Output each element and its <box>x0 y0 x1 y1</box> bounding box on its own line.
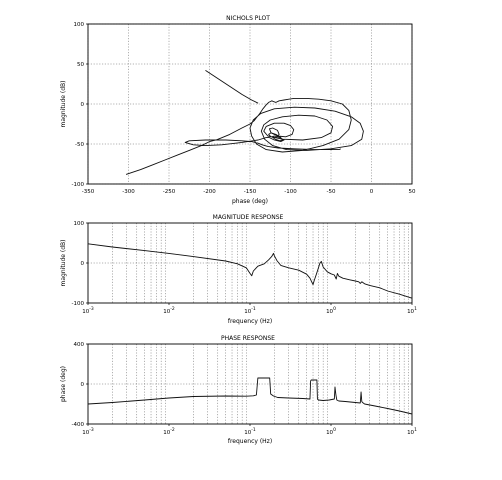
nichols-y-tick-label: -100 <box>72 182 85 188</box>
magnitude-x-tick-exponent: -1 <box>251 306 256 312</box>
phase-data <box>87 377 413 415</box>
nichols-y-tick-label: 0 <box>81 102 85 108</box>
phase-y-tick-label: -400 <box>72 422 85 428</box>
nichols-x-tick-label: -250 <box>163 189 176 195</box>
phase-series-line-0 <box>87 377 413 415</box>
nichols-data <box>125 70 364 175</box>
magnitude-y-axis-label: magnitude (dB) <box>60 240 67 287</box>
magnitude-series-line-0 <box>87 243 413 299</box>
nichols-series-line-0 <box>125 97 364 175</box>
magnitude-y-tick-label: -100 <box>72 301 85 307</box>
phase-grid <box>88 344 412 424</box>
magnitude-response-title: MAGNITUDE RESPONSE <box>213 214 284 221</box>
phase-y-tick-label: 400 <box>74 342 85 348</box>
nichols-plot-panel: NICHOLS PLOT -350 -300 -250 -200 -150 -100 -50… <box>60 15 416 205</box>
nichols-series-line-1 <box>205 70 259 104</box>
magnitude-x-tick-label: 101 <box>407 306 417 315</box>
phase-x-tick-label: 10-1 <box>244 427 256 436</box>
phase-x-axis-label: frequency (Hz) <box>228 438 272 445</box>
phase-x-tick-exponent: -1 <box>251 427 256 433</box>
nichols-x-tick-label: -100 <box>284 189 297 195</box>
magnitude-x-axis-label: frequency (Hz) <box>228 318 272 325</box>
magnitude-response-panel: MAGNITUDE RESPONSE 10-3 10-2 10-1 100 101-10… <box>60 214 417 325</box>
magnitude-x-tick-label: 10-2 <box>163 306 175 315</box>
nichols-x-tick-label: -200 <box>203 189 216 195</box>
phase-x-tick-exponent: 1 <box>414 427 417 433</box>
nichols-y-axis-label: magnitude (dB) <box>60 81 67 128</box>
magnitude-x-tick-label: 10-3 <box>82 306 94 315</box>
phase-x-tick-label: 101 <box>407 427 417 436</box>
nichols-plot-title: NICHOLS PLOT <box>226 15 270 22</box>
magnitude-y-tick-label: 100 <box>74 221 85 227</box>
magnitude-x-tick-exponent: -2 <box>170 306 175 312</box>
nichols-x-tick-label: -50 <box>327 189 336 195</box>
magnitude-x-tick-exponent: 1 <box>414 306 417 312</box>
magnitude-data <box>87 243 413 299</box>
nichols-x-tick-label: 50 <box>409 189 416 195</box>
magnitude-grid <box>88 223 412 303</box>
phase-y-tick-label: 0 <box>81 382 85 388</box>
magnitude-x-tick-exponent: 0 <box>333 306 336 312</box>
nichols-x-tick-label: -350 <box>82 189 95 195</box>
nichols-y-tick-label: 50 <box>77 62 84 68</box>
phase-x-tick-exponent: -3 <box>89 427 94 433</box>
nichols-grid <box>87 23 413 185</box>
nichols-x-tick-label: -300 <box>122 189 135 195</box>
magnitude-x-tick-label: 100 <box>326 306 336 315</box>
nichols-x-tick-label: 0 <box>370 189 374 195</box>
nichols-ticks: -350 -300 -250 -200 -150 -100 -50 0 50 -100 -50 0 50… <box>72 22 416 195</box>
nichols-x-tick-label: -150 <box>244 189 257 195</box>
phase-response-panel: PHASE RESPONSE 10-3 10-2 10-1 100 101-400040… <box>60 335 417 445</box>
nichols-y-tick-label: 100 <box>74 22 85 28</box>
magnitude-y-tick-label: 0 <box>81 261 85 267</box>
phase-x-tick-label: 10-2 <box>163 427 175 436</box>
phase-x-tick-exponent: -2 <box>170 427 175 433</box>
phase-y-axis-label: phase (deg) <box>60 366 67 402</box>
phase-x-tick-label: 100 <box>326 427 336 436</box>
magnitude-x-tick-exponent: -3 <box>89 306 94 312</box>
phase-x-tick-label: 10-3 <box>82 427 94 436</box>
nichols-y-tick-label: -50 <box>75 142 84 148</box>
phase-response-title: PHASE RESPONSE <box>221 335 275 342</box>
magnitude-x-tick-label: 10-1 <box>244 306 256 315</box>
nichols-x-axis-label: phase (deg) <box>232 198 268 205</box>
phase-x-tick-exponent: 0 <box>333 427 336 433</box>
